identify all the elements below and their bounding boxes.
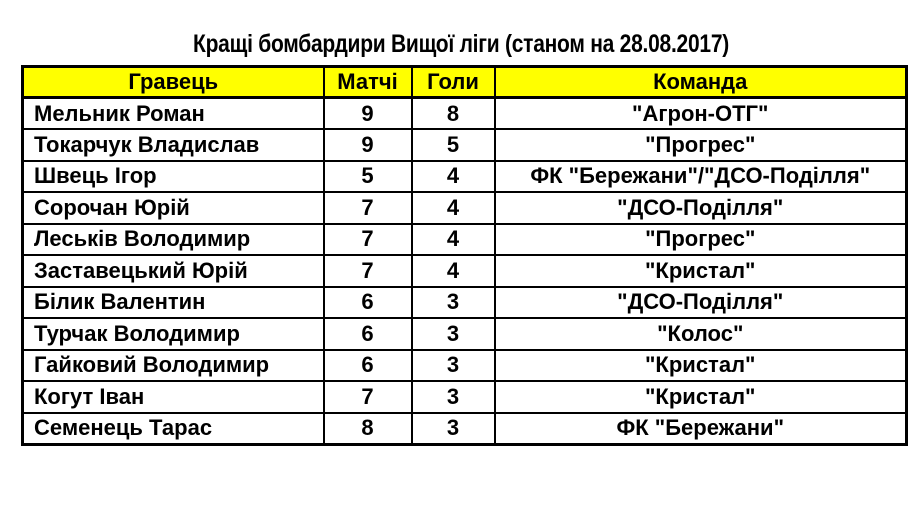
- team-cell: "Прогрес": [493, 222, 908, 256]
- column-header-matches: Матчі: [322, 65, 413, 99]
- team-cell: "Кристал": [493, 380, 908, 414]
- player-cell: Сорочан Юрій: [21, 191, 325, 225]
- matches-cell: 7: [322, 191, 413, 225]
- player-cell: Токарчук Владислав: [21, 128, 325, 162]
- player-cell: Швець Ігор: [21, 159, 325, 193]
- matches-cell: 9: [322, 128, 413, 162]
- player-cell: Білик Валентин: [21, 285, 325, 319]
- table-row: Когут Іван 7 3 "Кристал": [21, 380, 908, 414]
- goals-cell: 3: [410, 317, 496, 351]
- table-header: Гравець Матчі Голи Команда: [21, 65, 908, 99]
- table-row: Леськів Володимир 7 4 "Прогрес": [21, 222, 908, 256]
- table-row: Семенець Тарас 8 3 ФК "Бережани": [21, 411, 908, 445]
- team-cell: "ДСО-Поділля": [493, 285, 908, 319]
- table-row: Гайковий Володимир 6 3 "Кристал": [21, 348, 908, 382]
- page: Кращі бомбардири Вищої ліги (станом на 2…: [0, 29, 923, 446]
- table-row: Швець Ігор 5 4 ФК "Бережани"/"ДСО-Поділл…: [21, 159, 908, 193]
- goals-cell: 5: [410, 128, 496, 162]
- matches-cell: 7: [322, 222, 413, 256]
- table-row: Турчак Володимир 6 3 "Колос": [21, 317, 908, 351]
- player-cell: Турчак Володимир: [21, 317, 325, 351]
- goals-cell: 4: [410, 222, 496, 256]
- goals-cell: 4: [410, 159, 496, 193]
- page-title-text: Кращі бомбардири Вищої ліги (станом на 2…: [193, 30, 730, 58]
- top-scorers-table: Гравець Матчі Голи Команда Мельник Роман…: [21, 65, 908, 446]
- matches-cell: 6: [322, 285, 413, 319]
- player-cell: Семенець Тарас: [21, 411, 325, 445]
- table-body: Мельник Роман 9 8 "Агрон-ОТГ" Токарчук В…: [21, 96, 908, 445]
- player-cell: Заставецький Юрій: [21, 254, 325, 288]
- column-header-team: Команда: [493, 65, 908, 99]
- goals-cell: 3: [410, 411, 496, 445]
- player-cell: Когут Іван: [21, 380, 325, 414]
- page-title: Кращі бомбардири Вищої ліги (станом на 2…: [0, 29, 923, 59]
- table-row: Білик Валентин 6 3 "ДСО-Поділля": [21, 285, 908, 319]
- team-cell: "Колос": [493, 317, 908, 351]
- matches-cell: 6: [322, 317, 413, 351]
- column-header-goals: Голи: [410, 65, 496, 99]
- matches-cell: 8: [322, 411, 413, 445]
- table-row: Сорочан Юрій 7 4 "ДСО-Поділля": [21, 191, 908, 225]
- goals-cell: 4: [410, 191, 496, 225]
- matches-cell: 5: [322, 159, 413, 193]
- table-row: Мельник Роман 9 8 "Агрон-ОТГ": [21, 96, 908, 130]
- team-cell: "Кристал": [493, 348, 908, 382]
- table-row: Токарчук Владислав 9 5 "Прогрес": [21, 128, 908, 162]
- matches-cell: 6: [322, 348, 413, 382]
- team-cell: "Агрон-ОТГ": [493, 96, 908, 130]
- team-cell: ФК "Бережани": [493, 411, 908, 445]
- goals-cell: 4: [410, 254, 496, 288]
- table-row: Заставецький Юрій 7 4 "Кристал": [21, 254, 908, 288]
- matches-cell: 9: [322, 96, 413, 130]
- header-row: Гравець Матчі Голи Команда: [21, 65, 908, 99]
- goals-cell: 8: [410, 96, 496, 130]
- team-cell: "Кристал": [493, 254, 908, 288]
- team-cell: ФК "Бережани"/"ДСО-Поділля": [493, 159, 908, 193]
- player-cell: Гайковий Володимир: [21, 348, 325, 382]
- goals-cell: 3: [410, 348, 496, 382]
- team-cell: "ДСО-Поділля": [493, 191, 908, 225]
- goals-cell: 3: [410, 380, 496, 414]
- matches-cell: 7: [322, 254, 413, 288]
- team-cell: "Прогрес": [493, 128, 908, 162]
- player-cell: Мельник Роман: [21, 96, 325, 130]
- player-cell: Леськів Володимир: [21, 222, 325, 256]
- column-header-player: Гравець: [21, 65, 325, 99]
- matches-cell: 7: [322, 380, 413, 414]
- goals-cell: 3: [410, 285, 496, 319]
